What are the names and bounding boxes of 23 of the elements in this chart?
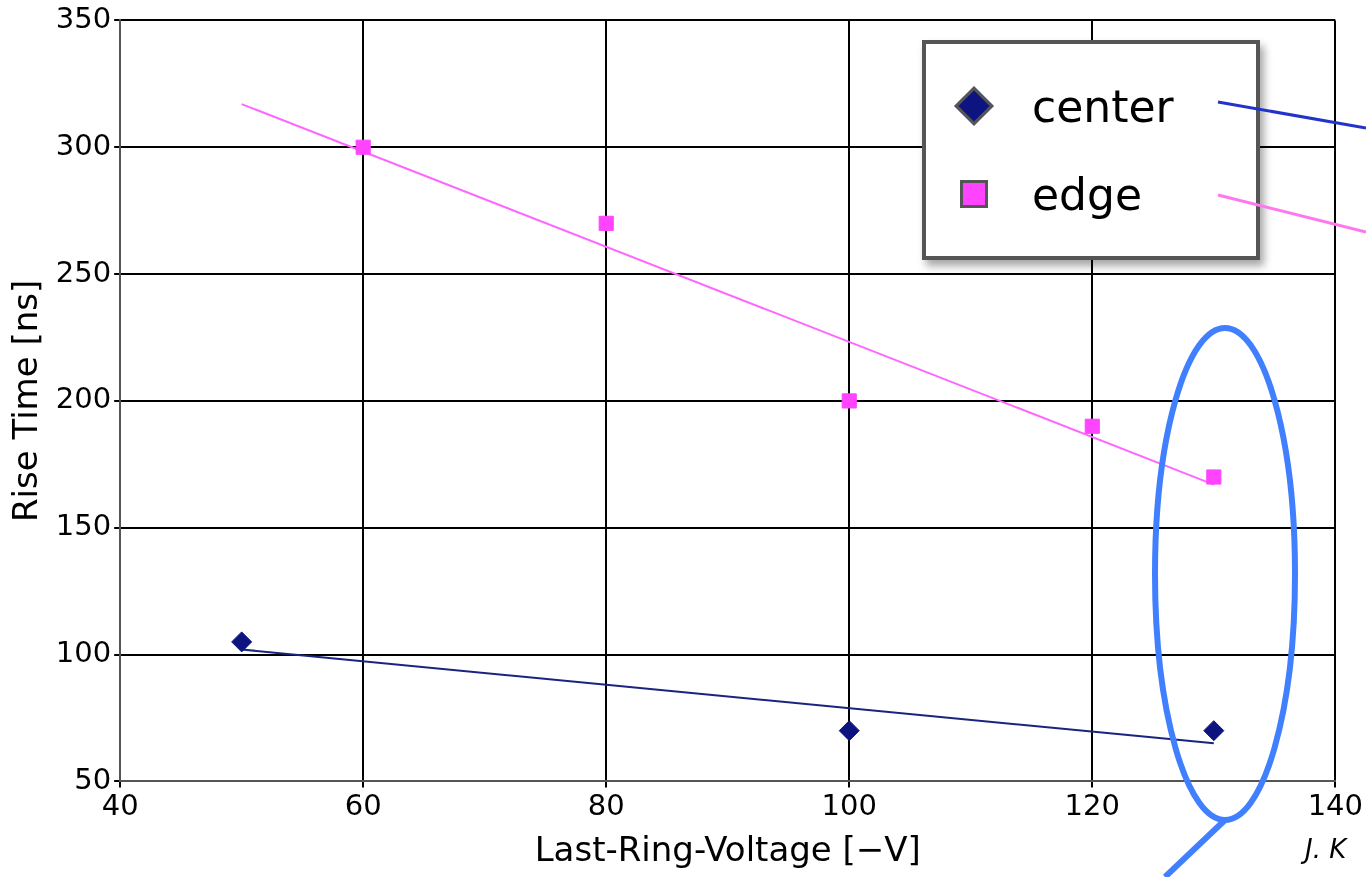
point bbox=[1084, 418, 1100, 434]
y-tick-label: 150 bbox=[55, 508, 112, 543]
x-axis-title: Last-Ring-Voltage [−V] bbox=[534, 829, 921, 870]
y-tick-label: 250 bbox=[55, 254, 112, 289]
point bbox=[598, 215, 614, 231]
y-tick-label: 350 bbox=[55, 0, 112, 35]
y-axis-title: Rise Time [ns] bbox=[5, 279, 46, 523]
x-tick-label: 120 bbox=[1064, 788, 1120, 823]
point bbox=[1206, 469, 1222, 485]
point bbox=[355, 139, 371, 155]
x-tick-label: 80 bbox=[587, 788, 625, 823]
point bbox=[841, 393, 857, 409]
x-tick-label: 60 bbox=[344, 788, 382, 823]
legend-label: center bbox=[1032, 80, 1174, 132]
y-tick-label: 300 bbox=[55, 127, 112, 162]
point bbox=[1203, 720, 1225, 742]
y-tick-label: 100 bbox=[55, 635, 112, 670]
point bbox=[838, 720, 860, 742]
y-tick-label: 200 bbox=[55, 381, 112, 416]
x-tick-label: 100 bbox=[821, 788, 877, 823]
point bbox=[231, 631, 253, 653]
x-tick-label: 140 bbox=[1307, 788, 1363, 823]
legend-label: edge bbox=[1032, 168, 1142, 220]
